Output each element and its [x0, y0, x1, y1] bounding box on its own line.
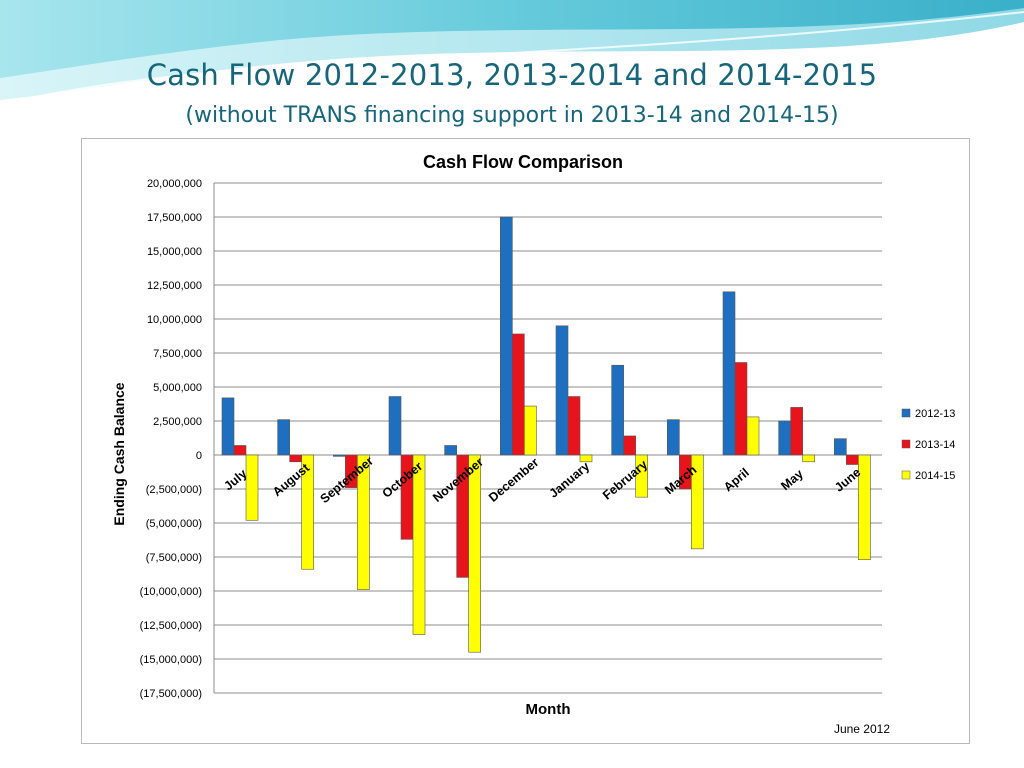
y-tick-label: 20,000,000	[147, 178, 202, 190]
bar-2014-15	[746, 416, 760, 456]
y-tick-label: 0	[196, 450, 202, 462]
top-wave-line	[39, 11, 1024, 97]
bar-2013-14	[846, 454, 859, 465]
legend-swatch	[901, 470, 911, 480]
x-tick-label: January	[547, 459, 593, 501]
bar-2014-15	[858, 454, 871, 561]
y-tick-label: 7,500,000	[153, 348, 202, 360]
y-tick-label: (12,500,000)	[140, 620, 202, 632]
y-tick-label: 17,500,000	[147, 212, 202, 224]
bar-2012-13	[667, 419, 680, 456]
y-tick-label: 2,500,000	[153, 416, 202, 428]
slide-title: Cash Flow 2012-2013, 2013-2014 and 2014-…	[146, 58, 878, 92]
bar-2012-13	[778, 420, 791, 456]
bars	[221, 216, 871, 653]
bar-2012-13	[388, 396, 402, 456]
gridlines	[213, 182, 882, 694]
x-tick-labels: July August September October November Decemb…	[221, 454, 863, 506]
bar-2012-13	[333, 454, 346, 457]
bar-2013-14	[233, 445, 247, 456]
bar-2013-14	[289, 454, 302, 463]
y-tick-label: 10,000,000	[147, 314, 202, 326]
y-tick-label: (7,500,000)	[146, 552, 202, 564]
bar-2014-15	[691, 454, 704, 550]
bar-2014-15	[468, 454, 481, 653]
y-tick-labels: 20,000,000 17,500,000 15,000,000 12,500,000…	[140, 178, 202, 700]
slide-subtitle: (without TRANS financing support in 2013…	[185, 103, 839, 128]
bar-2014-15	[579, 454, 593, 463]
bar-2014-15	[802, 454, 815, 463]
bar-2013-14	[623, 435, 636, 456]
legend-swatch	[901, 408, 911, 418]
y-tick-label: 15,000,000	[147, 246, 202, 258]
bar-2012-13	[555, 325, 569, 456]
bar-2012-13	[500, 216, 513, 456]
bar-2014-15	[357, 454, 370, 590]
bar-2013-14	[567, 396, 581, 456]
bar-2013-14	[512, 333, 525, 456]
bar-2012-13	[221, 397, 235, 456]
x-tick-label: April	[721, 465, 752, 494]
y-axis-label: Ending Cash Balance	[111, 382, 127, 525]
y-tick-label: (2,500,000)	[146, 484, 202, 496]
bar-2012-13	[277, 419, 290, 456]
legend-label: 2012-13	[915, 408, 955, 420]
y-tick-label: (10,000,000)	[140, 586, 202, 598]
y-tick-label: 5,000,000	[153, 382, 202, 394]
chart-title: Cash Flow Comparison	[423, 152, 623, 172]
legend-swatch	[901, 439, 911, 449]
bar-2012-13	[611, 364, 624, 456]
bar-2014-15	[635, 454, 648, 498]
x-axis-label: Month	[526, 701, 571, 718]
bar-2012-13	[444, 445, 457, 456]
x-tick-label: December	[486, 455, 541, 505]
legend-label: 2013-14	[915, 439, 955, 451]
bar-2012-13	[722, 291, 736, 456]
y-tick-label: 12,500,000	[147, 280, 202, 292]
bar-2013-14	[734, 362, 748, 456]
y-tick-label: (15,000,000)	[140, 654, 202, 666]
bar-2014-15	[412, 454, 426, 635]
cash-flow-chart: Cash Flow Comparison Month Ending Cash B…	[111, 152, 955, 718]
legend: 2012-13 2013-14 2014-15	[901, 408, 955, 482]
footnote: June 2012	[833, 722, 890, 736]
legend-label: 2014-15	[915, 470, 955, 482]
top-wave-accent	[0, 0, 1024, 78]
bar-2013-14	[790, 407, 803, 456]
y-tick-label: (17,500,000)	[140, 688, 202, 700]
bar-2014-15	[301, 454, 314, 570]
y-tick-label: (5,000,000)	[146, 518, 202, 530]
bar-2014-15	[245, 454, 259, 521]
bar-2012-13	[834, 438, 847, 456]
bar-2014-15	[524, 405, 537, 456]
